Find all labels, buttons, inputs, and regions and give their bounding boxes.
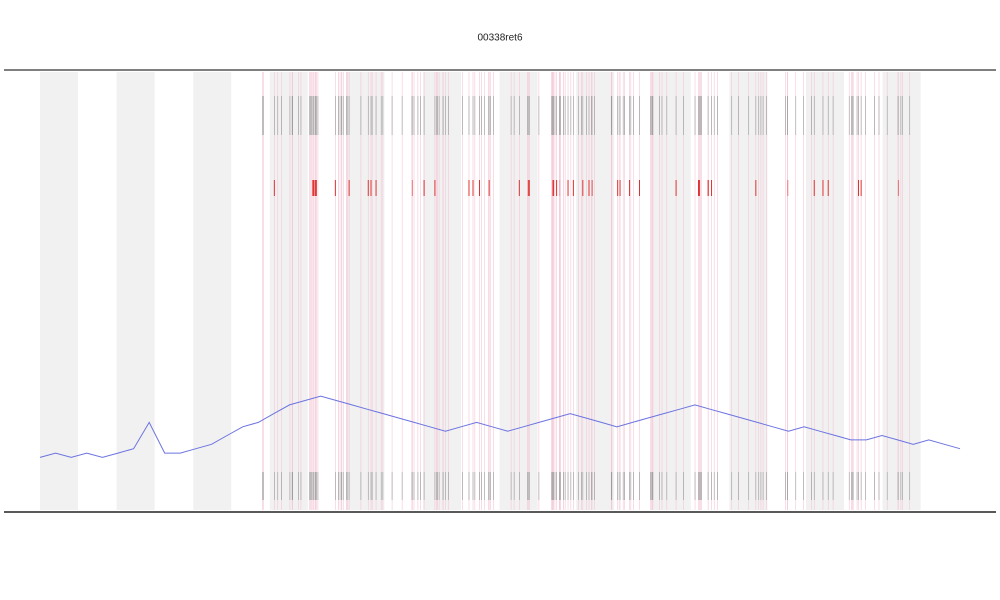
band: [499, 72, 538, 510]
chart-title: 00338ret6: [477, 33, 522, 44]
band: [652, 72, 691, 510]
band: [40, 72, 78, 510]
band: [576, 72, 615, 510]
band: [116, 72, 155, 510]
band: [346, 72, 385, 510]
band: [806, 72, 844, 510]
band: [729, 72, 768, 510]
band: [423, 72, 461, 510]
band: [269, 72, 308, 510]
background-bands: [40, 72, 921, 510]
data-line: [39, 395, 961, 458]
